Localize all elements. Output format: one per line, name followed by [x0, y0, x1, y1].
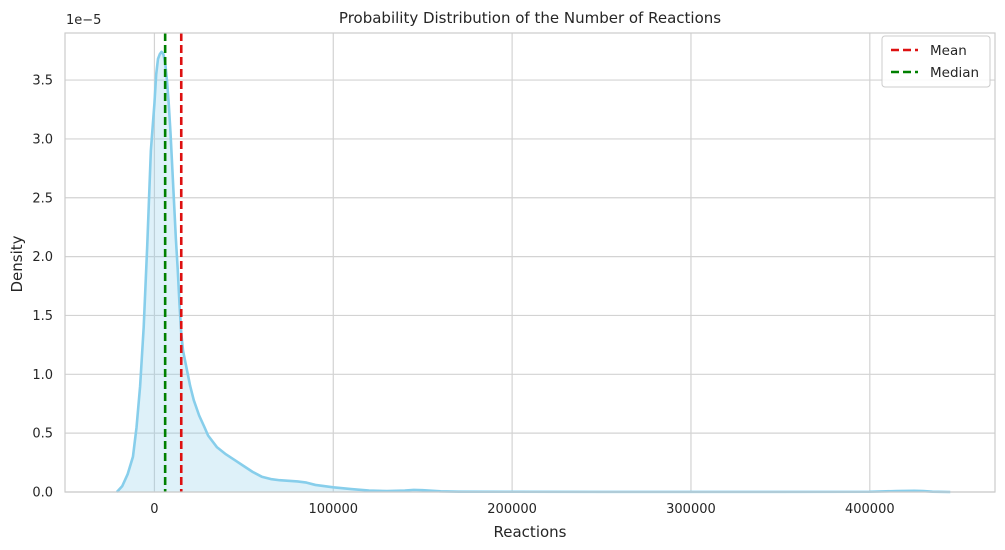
x-tick-label: 100000: [308, 502, 358, 517]
y-tick-label: 2.0: [32, 250, 53, 265]
x-tick-label: 200000: [487, 502, 537, 517]
y-tick-label: 0.5: [32, 427, 53, 442]
y-tick-label: 3.5: [32, 74, 53, 89]
x-tick-label: 0: [150, 502, 158, 517]
plot-frame: [64, 32, 996, 493]
grid-lines: [65, 33, 995, 493]
y-tick-label: 2.5: [32, 191, 53, 206]
y-tick-label: 1.5: [32, 309, 53, 324]
y-tick-label: 0.0: [32, 486, 53, 501]
density-fill: [116, 51, 951, 492]
density-line: [115, 50, 951, 494]
y-tick-label: 1.0: [32, 368, 53, 383]
axes: 0 100000 200000 300000 400000 0.0 0.5 1.0 1.5 2.0…: [32, 32, 996, 517]
legend-label-median: Median: [930, 65, 979, 81]
chart-title: Probability Distribution of the Number o…: [339, 9, 721, 27]
x-axis-label: Reactions: [494, 523, 567, 541]
x-tick-label: 300000: [666, 502, 716, 517]
plot-area: [115, 33, 951, 494]
y-axis-label: Density: [8, 235, 26, 292]
x-tick-label: 400000: [845, 502, 895, 517]
legend-label-mean: Mean: [930, 43, 967, 59]
y-tick-label: 3.0: [32, 132, 53, 147]
legend: Mean Median: [881, 35, 991, 88]
y-offset-label: 1e−5: [66, 13, 101, 28]
